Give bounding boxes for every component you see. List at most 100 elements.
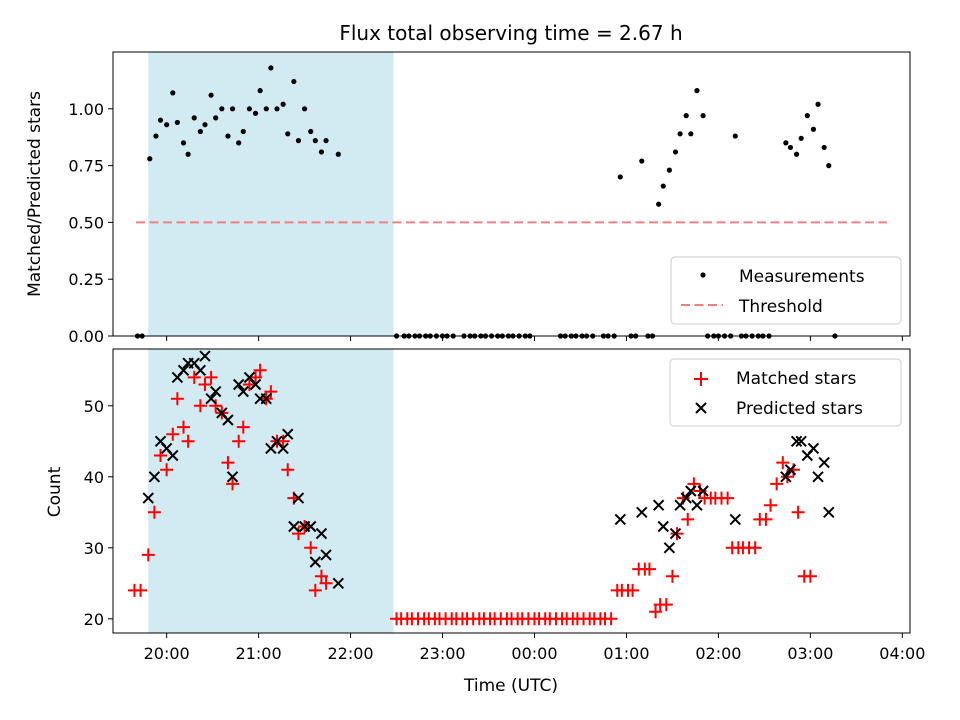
predicted-star-point-4 [167,449,179,462]
top-y-tick-label-0-50: 0.50 [68,213,104,232]
predicted-star-point-34 [614,513,627,526]
bottom-legend: Matched stars Predicted stars [669,358,902,427]
measurement-point-6 [170,90,176,96]
measurement-point-78 [666,167,672,173]
top-y-tick-label-1-00: 1.00 [68,100,104,119]
top-panel: 0.00 0.25 0.50 0.75 1.00 Matched/Predicted s… [25,51,911,346]
measurement-point-2 [147,156,153,162]
measurement-point-102 [810,126,817,132]
predicted-star-point-9 [194,364,207,377]
legend-predicted-label: Predicted stars [736,399,863,419]
bottom-y-tick-label-50: 50 [84,397,104,416]
matched-star-point-1 [134,583,148,597]
measurement-point-32 [312,138,318,144]
legend-measurements-marker [700,272,706,278]
predicted-star-point-26 [288,520,300,533]
measurement-point-29 [295,138,302,144]
matched-star-point-17 [226,477,240,491]
predicted-star-point-16 [232,378,245,391]
x-tick-label-23-00: 23:00 [419,644,465,663]
bottom-y-tick-label-30: 30 [84,539,104,558]
measurement-point-81 [683,113,689,119]
measurement-point-16 [225,133,231,139]
predicted-star-point-37 [657,520,669,533]
matched-star-point-24 [264,385,278,399]
top-y-axis-label: Matched/Predicted stars [25,91,45,297]
predicted-star-point-42 [685,485,697,497]
measurement-point-10 [191,115,197,121]
matched-star-point-22 [253,363,267,377]
matched-star-point-8 [177,420,191,434]
measurement-point-21 [252,110,259,116]
matched-star-point-14 [209,399,223,413]
top-y-ticks: 0.00 0.25 0.50 0.75 1.00 [68,100,113,346]
matched-star-point-33 [314,569,328,583]
measurement-point-98 [787,144,794,151]
predicted-star-point-1 [148,471,161,483]
top-axes-frame [112,51,911,337]
matched-star-point-26 [276,434,290,448]
x-tick-label-03-00: 03:00 [787,644,833,663]
predicted-star-point-14 [222,414,234,426]
predicted-star-point-17 [237,385,249,398]
x-tick-label-01-00: 01:00 [603,644,649,663]
measurement-point-8 [180,140,187,146]
predicted-star-point-15 [226,471,239,483]
measurement-point-14 [213,115,219,121]
measurement-point-33 [318,149,325,155]
measurement-point-22 [257,88,263,94]
matched-star-point-10 [187,370,201,384]
top-legend-box [670,256,902,325]
predicted-star-point-46 [780,471,792,483]
matched-star-point-74 [604,612,618,626]
predicted-star-point-52 [812,471,824,483]
matched-star-point-18 [232,434,246,448]
measurement-point-28 [291,78,297,85]
measurement-point-101 [804,113,810,119]
matched-star-point-27 [281,463,295,477]
matched-star-point-102 [759,512,773,526]
predicted-star-point-53 [818,456,830,469]
measurement-point-3 [153,133,159,139]
x-tick-label-20-00: 20:00 [144,644,190,663]
measurement-point-105 [826,163,832,169]
predicted-star-point-29 [305,520,317,533]
matched-star-point-21 [249,370,263,384]
legend-matched-marker [694,372,708,386]
matched-star-point-34 [319,576,333,590]
matched-star-point-31 [304,541,318,555]
measurement-point-17 [229,106,236,112]
x-tick-label-22-00: 22:00 [328,644,374,663]
matched-star-point-7 [170,392,184,406]
matched-star-point-103 [764,498,778,512]
measurement-point-90 [732,133,738,139]
x-tick-label-04-00: 04:00 [879,644,925,663]
predicted-star-point-10 [199,350,211,362]
predicted-stars-points [142,350,835,590]
matched-star-point-12 [198,378,212,391]
predicted-star-point-45 [729,513,741,526]
measurement-point-23 [263,106,269,112]
measurement-point-9 [185,151,191,157]
matched-star-point-19 [236,420,250,434]
predicted-star-point-19 [249,378,262,391]
chart-title: Flux total observing time = 2.67 h [339,21,682,45]
matched-star-point-16 [221,456,235,470]
measurement-point-11 [197,128,203,135]
bottom-y-tick-label-20: 20 [84,610,104,629]
matched-star-point-6 [166,427,180,441]
matched-star-point-3 [147,505,161,519]
measurement-point-34 [323,138,329,144]
matched-star-point-84 [659,598,673,612]
top-y-tick-label-0-25: 0.25 [68,270,104,289]
predicted-star-point-41 [680,492,692,504]
matched-star-point-100 [748,541,762,555]
legend-threshold-label: Threshold [738,297,823,317]
bottom-x-ticks: 20:00 21:00 22:00 23:00 00:00 01:00 02:00 03:00… [144,633,925,663]
matched-star-point-85 [665,569,679,583]
measurement-point-76 [656,201,662,207]
measurement-point-7 [174,119,180,126]
measurement-point-80 [677,131,683,137]
measurement-point-82 [688,131,694,137]
predicted-star-point-44 [697,485,709,497]
